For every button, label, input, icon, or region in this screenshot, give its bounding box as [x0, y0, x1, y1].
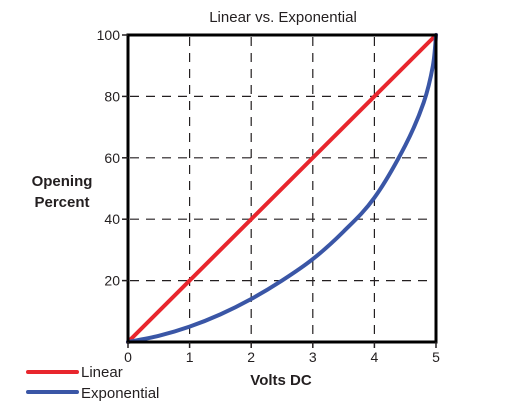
series-line-exponential — [126, 33, 438, 344]
x-tick-label-3: 3 — [309, 349, 317, 365]
series-group — [126, 33, 438, 344]
y-axis-label-line-2: Percent — [34, 194, 89, 211]
x-tick-label-2: 2 — [247, 349, 255, 365]
x-tick-label-5: 5 — [432, 349, 440, 365]
y-tick-label-80: 80 — [104, 88, 120, 104]
y-axis-label-line-1: Opening — [32, 173, 93, 190]
x-tick-label-1: 1 — [186, 349, 194, 365]
y-tick-label-20: 20 — [104, 273, 120, 289]
plot-frame — [126, 33, 438, 344]
x-tick-label-0: 0 — [124, 349, 132, 365]
x-axis-label: Volts DC — [250, 372, 312, 389]
y-tick-label-100: 100 — [97, 27, 121, 43]
x-tick-label-4: 4 — [371, 349, 379, 365]
y-tick-label-60: 60 — [104, 150, 120, 166]
chart-title: Linear vs. Exponential — [209, 9, 357, 26]
legend: Linear Exponential — [26, 364, 159, 402]
series-line-linear — [126, 33, 438, 344]
y-tick-label-40: 40 — [104, 211, 120, 227]
legend-label-linear: Linear — [81, 364, 123, 381]
legend-label-exponential: Exponential — [81, 385, 159, 402]
ticks: 0 1 2 3 4 5 20 40 60 80 100 — [97, 27, 440, 365]
